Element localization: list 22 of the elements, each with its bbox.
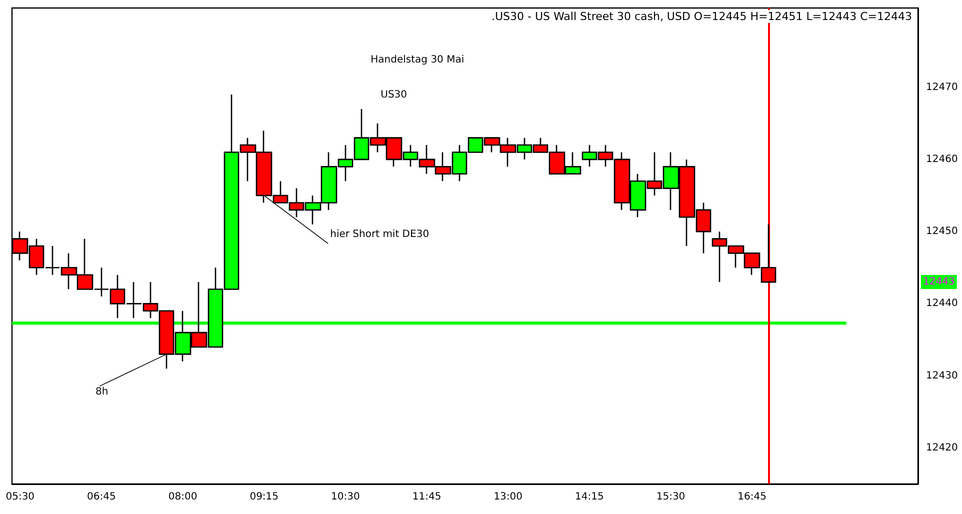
x-tick-label: 06:45 [87,492,116,502]
x-tick-label: 15:30 [656,492,686,502]
x-tick-label: 10:30 [331,492,360,502]
annotation: hier Short mit DE30 [330,229,430,240]
x-tick-label: 16:45 [738,492,767,502]
x-tick-label: 09:15 [250,492,279,502]
y-tick-label: 12470 [926,82,958,93]
annotation: 12443 [923,276,955,288]
annotation: Handelstag 30 Mai [370,54,464,66]
chart-title: .US30 - US Wall Street 30 cash, USD O=12445 H=12451 L=12443 C=12443 [491,10,912,23]
annotation: 8h [96,386,108,398]
y-tick-label: 12460 [926,154,958,165]
y-tick-label: 12440 [926,298,958,310]
y-tick-label: 12450 [926,226,958,238]
annotation: US30 [380,90,408,100]
y-tick-label: 12430 [926,370,958,382]
x-tick-label: 13:00 [494,492,523,502]
x-tick-label: 14:15 [575,492,604,502]
y-tick-label: 12420 [926,442,958,454]
x-tick-label: 11:45 [412,492,442,502]
x-tick-label: 08:00 [168,492,198,502]
x-tick-label: 05:30 [6,492,35,502]
